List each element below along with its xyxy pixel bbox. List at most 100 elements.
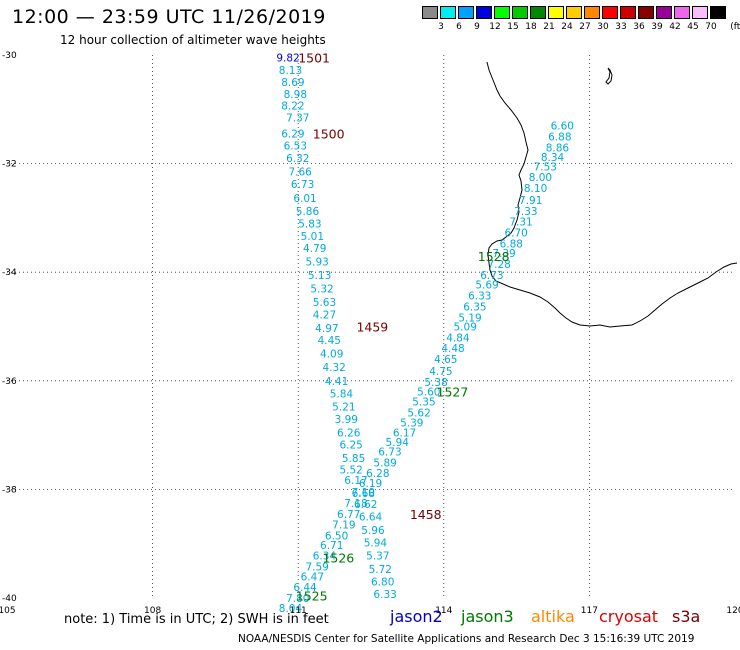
lat-tick-label: -32 <box>2 160 17 170</box>
wave-height-value: 5.94 <box>364 538 388 550</box>
wave-height-value: 5.19 <box>458 312 481 324</box>
wave-height-value: 6.35 <box>463 301 486 313</box>
wave-height-value: 8.69 <box>281 77 304 89</box>
wave-height-value: 4.75 <box>429 366 452 378</box>
legend-swatch <box>530 6 546 19</box>
wave-height-value: 5.69 <box>475 280 498 292</box>
legend-swatch <box>494 6 510 19</box>
wave-height-value: 6.29 <box>281 129 304 141</box>
track-time-label: 1501 <box>298 51 330 66</box>
legend-swatch <box>620 6 636 19</box>
page-subtitle: 12 hour collection of altimeter wave hei… <box>60 33 326 47</box>
legend-label: 21 <box>543 22 555 32</box>
legend-swatch <box>674 6 690 19</box>
legend-label: 9 <box>474 22 480 32</box>
legend-label: 45 <box>687 22 699 32</box>
wave-height-value: 5.35 <box>412 396 435 408</box>
wave-height-value: 5.60 <box>417 387 440 399</box>
lon-tick-label: 111 <box>290 606 307 616</box>
legend-swatch <box>638 6 654 19</box>
track-time-label: 1458 <box>410 507 442 522</box>
wave-height-value: 6.26 <box>337 427 361 439</box>
wave-height-value: 5.86 <box>296 206 320 218</box>
coastline-island <box>605 67 613 85</box>
wave-height-value: 4.45 <box>318 335 341 347</box>
legend-unit: (ft) <box>730 22 740 32</box>
track-times: 1501 1500 1459 1458 1528 1527 1526 1525 <box>296 51 510 604</box>
wave-height-value: 7.59 <box>305 562 328 574</box>
legend-label: 36 <box>633 22 645 32</box>
wave-height-value: 6.73 <box>291 179 314 191</box>
legend-swatch <box>656 6 672 19</box>
wave-height-value: 6.19 <box>359 478 382 490</box>
wave-height-value: 5.13 <box>308 270 331 282</box>
credit-line: NOAA/NESDIS Center for Satellite Applica… <box>238 633 695 645</box>
wave-height-value: 5.21 <box>332 401 355 413</box>
wave-height-value: 3.99 <box>335 414 358 426</box>
satellite-label-jason2: jason2 <box>390 607 443 626</box>
wave-height-value: 7.31 <box>509 217 532 229</box>
coastline <box>486 61 738 328</box>
satellite-label-cryosat: cryosat <box>599 607 659 626</box>
legend-swatch <box>692 6 708 19</box>
wave-height-value: 6.80 <box>371 577 394 589</box>
lat-tick-label: -30 <box>2 51 17 61</box>
lon-tick-label: 114 <box>435 606 452 616</box>
wave-height-value: 4.97 <box>315 323 338 335</box>
track-time-label: 1525 <box>296 588 328 603</box>
wave-height-value: 6.32 <box>286 153 309 165</box>
wave-height-value: 6.53 <box>284 141 307 153</box>
legend-label: 70 <box>705 22 717 32</box>
wave-height-value: 7.80 <box>286 593 309 605</box>
legend-swatch <box>584 6 600 19</box>
map-grid <box>7 55 735 598</box>
track-time-label: 1526 <box>322 550 354 565</box>
wave-height-value: 6.17 <box>393 427 416 439</box>
wave-height-value: 5.37 <box>366 551 389 563</box>
wave-height-value: 6.88 <box>548 131 571 143</box>
wave-height-value: 5.72 <box>369 564 392 576</box>
wave-height-value: 6.33 <box>373 589 396 601</box>
wave-height-value: 7.28 <box>487 259 510 271</box>
wave-height-value: 4.48 <box>441 343 464 355</box>
lon-tick-label: 120 <box>726 606 740 616</box>
legend-label: 3 <box>438 22 444 32</box>
lat-tick-label: -40 <box>2 594 17 604</box>
track-time-label: 1500 <box>313 127 345 142</box>
legend-label: 42 <box>669 22 681 32</box>
wave-height-value: 6.25 <box>339 439 362 451</box>
wave-height-value: 5.38 <box>424 377 447 389</box>
footer-note: note: 1) Time is in UTC; 2) SWH is in fe… <box>64 612 329 627</box>
wave-height-value: 8.98 <box>284 89 307 101</box>
legend-label: 18 <box>525 22 537 32</box>
track-values: 9.828.138.698.988.227.37 6.296.536.32 7.66… <box>276 53 574 615</box>
wave-height-value: 6.60 <box>551 121 574 133</box>
wave-height-value: 5.39 <box>400 418 423 430</box>
lat-tick-label: -38 <box>2 485 17 495</box>
track-time-label: 1528 <box>478 249 510 264</box>
wave-height-value: 6.17 <box>344 475 367 487</box>
wave-height-value: 5.84 <box>330 388 354 400</box>
wave-height-value: 6.01 <box>293 193 316 205</box>
wave-height-value: 7.10 <box>352 487 375 499</box>
wave-height-value: 8.34 <box>541 152 565 164</box>
wave-height-value: 4.32 <box>322 362 345 374</box>
wave-height-value: 5.96 <box>361 525 385 537</box>
wave-height-value: 5.85 <box>342 453 365 465</box>
wave-height-value: 6.64 <box>359 512 383 524</box>
legend-swatch <box>512 6 528 19</box>
wave-height-value: 6.73 <box>480 270 503 282</box>
wave-height-value: 7.37 <box>286 112 309 124</box>
wave-height-value: 5.89 <box>373 457 396 469</box>
legend-swatch <box>458 6 474 19</box>
wave-height-value: 5.32 <box>310 283 333 295</box>
track-time-label: 1527 <box>437 385 469 400</box>
wave-height-value: 5.93 <box>305 256 328 268</box>
legend-label: 30 <box>597 22 609 32</box>
wave-height-value: 8.86 <box>546 142 570 154</box>
legend-label: 12 <box>489 22 501 32</box>
wave-height-value: 6.70 <box>504 228 527 240</box>
wave-height-value: 9.82 <box>276 53 299 65</box>
wave-height-value: 7.91 <box>519 195 542 207</box>
